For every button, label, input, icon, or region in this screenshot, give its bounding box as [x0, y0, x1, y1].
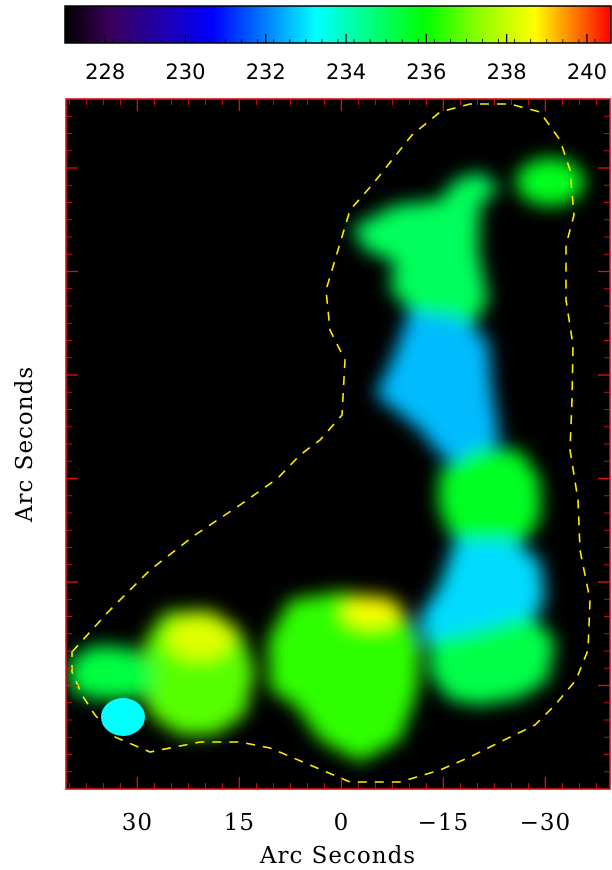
x-tick-label: −30: [520, 810, 572, 836]
colorbar-tick-label: 228: [85, 60, 125, 84]
region-south-central-lobe: [268, 592, 420, 762]
y-axis-label: Arc Seconds: [12, 366, 38, 523]
colorbar-tick-labels: 228 230 232 234 236 238 240: [85, 60, 607, 84]
colorbar-tick-label: 234: [326, 60, 366, 84]
colorbar-tick-label: 236: [406, 60, 446, 84]
emission-regions: [70, 158, 584, 762]
region-central-knot: [438, 448, 540, 548]
region-north-ridge: [352, 172, 500, 330]
colorbar-tick-label: 232: [246, 60, 286, 84]
x-tick-label: −15: [418, 810, 470, 836]
x-tick-label: 30: [122, 810, 153, 836]
x-tick-label: 0: [334, 810, 350, 836]
x-tick-label: 15: [224, 810, 255, 836]
colorbar-ticks: [64, 34, 596, 43]
frame-ticks: [66, 99, 610, 789]
region-south-central-peak: [342, 596, 402, 628]
region-south-west-peak: [166, 616, 234, 660]
x-tick-labels: 30 15 0 −15 −30: [122, 810, 572, 836]
colorbar: 228 230 232 234 236 238 240: [64, 5, 612, 84]
contour-line: [71, 103, 591, 783]
colorbar-tick-label: 238: [487, 60, 527, 84]
region-west-tail: [70, 645, 155, 700]
colorbar-tick-label: 240: [567, 60, 607, 84]
colorbar-strip: [64, 5, 612, 44]
plot-area: [65, 98, 611, 790]
region-central-ridge: [375, 310, 500, 470]
beam-ellipse: [101, 698, 145, 736]
region-north-east-knot: [516, 158, 584, 206]
region-south-lobe: [430, 615, 555, 705]
x-axis-label: Arc Seconds: [259, 843, 416, 869]
colorbar-tick-label: 230: [165, 60, 205, 84]
